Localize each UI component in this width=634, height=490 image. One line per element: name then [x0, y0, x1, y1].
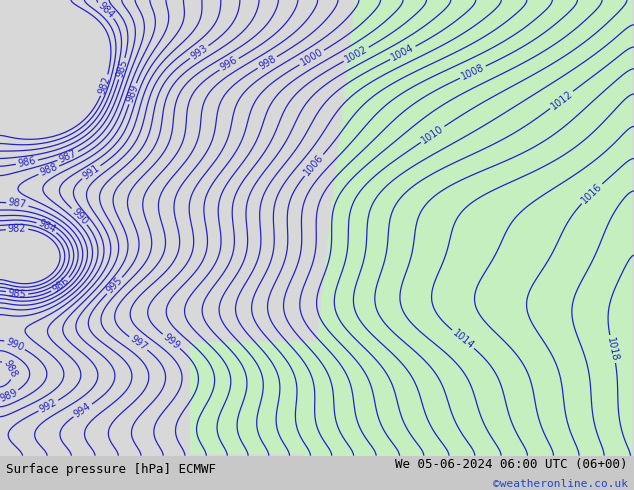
Text: We 05-06-2024 06:00 UTC (06+00): We 05-06-2024 06:00 UTC (06+00)	[395, 458, 628, 471]
Text: 986: 986	[17, 156, 37, 169]
Text: 982: 982	[97, 75, 112, 96]
Text: 1008: 1008	[460, 62, 486, 82]
Text: 982: 982	[8, 223, 27, 234]
Text: 988: 988	[2, 358, 19, 379]
Text: 990: 990	[70, 206, 89, 226]
Text: 987: 987	[58, 148, 79, 165]
Text: 1010: 1010	[420, 123, 446, 146]
Text: 984: 984	[96, 0, 116, 21]
Text: 1018: 1018	[605, 336, 620, 362]
Text: 989: 989	[0, 387, 19, 404]
Text: 987: 987	[8, 197, 27, 210]
Text: 995: 995	[105, 275, 124, 296]
Text: 984: 984	[36, 218, 57, 235]
Text: 994: 994	[72, 401, 93, 420]
Text: 989: 989	[125, 83, 140, 104]
Text: Surface pressure [hPa] ECMWF: Surface pressure [hPa] ECMWF	[6, 463, 216, 476]
Text: 986: 986	[50, 275, 71, 294]
Text: 1002: 1002	[343, 44, 370, 65]
Text: 992: 992	[38, 397, 59, 415]
Text: 1012: 1012	[548, 89, 574, 111]
Text: 993: 993	[189, 43, 210, 61]
Text: 985: 985	[115, 58, 129, 79]
Text: 988: 988	[39, 162, 59, 178]
Text: 998: 998	[257, 53, 278, 72]
Text: 1016: 1016	[579, 181, 604, 206]
Text: 997: 997	[128, 334, 149, 353]
Text: 1000: 1000	[299, 47, 325, 68]
Text: 1014: 1014	[450, 327, 476, 351]
Text: 996: 996	[219, 55, 240, 73]
Text: 991: 991	[81, 163, 101, 181]
Text: 985: 985	[7, 288, 27, 299]
Text: 999: 999	[161, 332, 181, 351]
Text: 990: 990	[4, 336, 25, 353]
Text: ©weatheronline.co.uk: ©weatheronline.co.uk	[493, 480, 628, 490]
Text: 1006: 1006	[302, 152, 326, 178]
Text: 1004: 1004	[390, 43, 416, 63]
